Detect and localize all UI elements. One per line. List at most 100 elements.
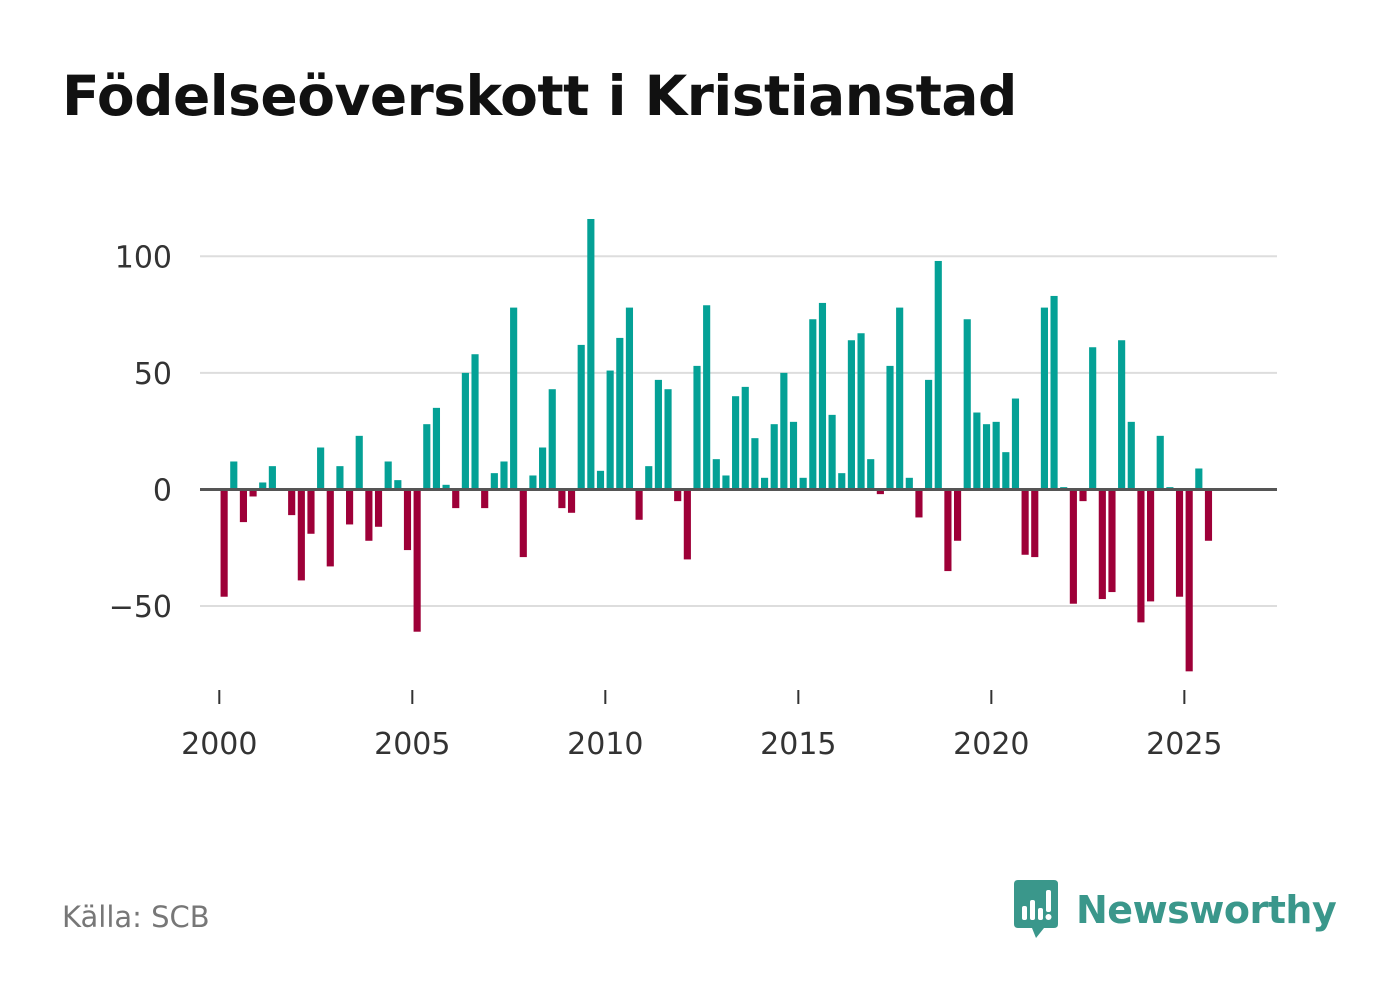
bar [809, 319, 817, 490]
bar [1137, 489, 1145, 623]
bar [336, 466, 344, 490]
bar [481, 489, 489, 509]
bar [818, 302, 827, 490]
bar [259, 482, 267, 490]
bar [867, 459, 875, 490]
bar [297, 489, 305, 581]
bar [1156, 435, 1164, 490]
bar [703, 305, 711, 490]
x-tick-label: 2015 [760, 727, 836, 762]
bar [683, 489, 691, 560]
newsworthy-logo-icon [1014, 880, 1058, 938]
bar [539, 447, 547, 490]
y-axis-labels: −50 0 50 100 [109, 240, 172, 625]
bar [510, 307, 518, 490]
bar [1031, 489, 1039, 558]
x-tick-label: 2000 [181, 727, 257, 762]
bar [992, 421, 1000, 490]
bar [838, 473, 846, 490]
bar [915, 489, 923, 518]
bars [220, 218, 1213, 672]
bar [288, 489, 296, 516]
bar [616, 337, 624, 490]
bar [963, 319, 971, 490]
bar [722, 475, 730, 490]
bar [317, 447, 325, 490]
bar [693, 365, 701, 490]
bar [471, 354, 479, 490]
bar [1040, 307, 1048, 490]
bar [394, 480, 402, 490]
bar [925, 379, 933, 490]
bar [751, 438, 759, 490]
bar [519, 489, 527, 558]
bar [268, 466, 276, 490]
bar [423, 424, 431, 490]
bar [654, 379, 662, 490]
bar [732, 396, 740, 490]
bar [741, 386, 749, 490]
bar [567, 489, 576, 513]
x-axis: 2000 2005 2010 2015 2020 2025 [181, 690, 1223, 762]
bar [645, 466, 653, 490]
bar [905, 477, 913, 490]
x-tick-label: 2010 [567, 727, 643, 762]
bar [886, 365, 894, 490]
bar [1175, 489, 1184, 597]
y-tick-label: −50 [109, 590, 172, 625]
bar [452, 489, 460, 509]
x-tick-label: 2020 [953, 727, 1029, 762]
bar [307, 489, 315, 534]
bar [230, 461, 238, 490]
bar [355, 435, 363, 490]
bar [1069, 489, 1077, 604]
bar [249, 489, 257, 497]
chart-title: Födelseöverskott i Kristianstad [62, 64, 1017, 128]
bar [1002, 452, 1010, 490]
bar [346, 489, 354, 525]
bar [847, 340, 855, 490]
bar [596, 470, 605, 490]
bar [500, 461, 508, 490]
bar [635, 489, 643, 520]
brand-name: Newsworthy [1076, 888, 1337, 932]
bar [220, 489, 228, 597]
bar [780, 372, 788, 490]
bar [770, 424, 778, 490]
bar [789, 421, 798, 490]
bar [413, 489, 421, 632]
bar [674, 489, 682, 502]
bar [799, 477, 807, 490]
bar [934, 260, 942, 490]
x-tick-label: 2025 [1146, 727, 1222, 762]
y-tick-label: 100 [115, 240, 172, 275]
bar [490, 473, 498, 490]
bar [828, 414, 836, 490]
bar [982, 424, 991, 490]
bar [239, 489, 247, 523]
bar [548, 389, 556, 490]
bar [1050, 295, 1058, 490]
y-tick-label: 50 [134, 357, 172, 392]
bar [442, 484, 450, 490]
bar [1021, 489, 1029, 555]
y-tick-label: 0 [153, 473, 172, 508]
source-note: Källa: SCB [62, 900, 210, 934]
bar [577, 344, 585, 490]
bar [1204, 489, 1213, 541]
bar [1118, 340, 1126, 490]
bar [1108, 489, 1116, 593]
bar [944, 489, 952, 572]
bar [587, 218, 595, 490]
bar [558, 489, 566, 509]
bar [326, 489, 334, 567]
bar [529, 475, 537, 490]
bar [1185, 489, 1193, 672]
bar [712, 459, 720, 490]
bar [664, 389, 672, 490]
bar [384, 461, 392, 490]
bar [1079, 489, 1087, 502]
newsworthy-brand: Newsworthy [1010, 878, 1337, 942]
bar [1127, 421, 1135, 490]
